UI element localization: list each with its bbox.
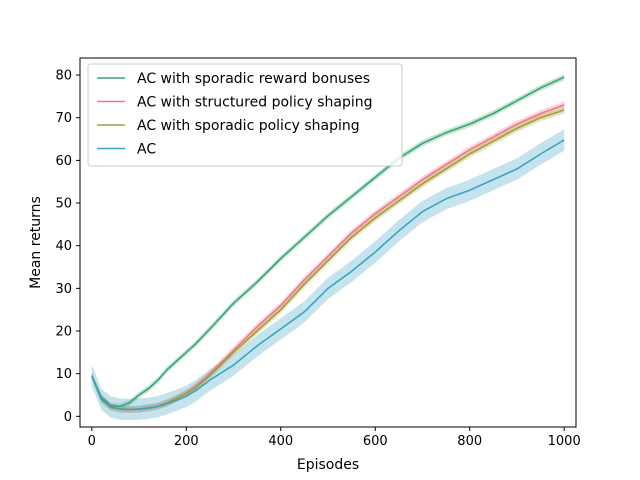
y-tick-label: 30 [55, 282, 72, 297]
legend-label-0: AC with sporadic reward bonuses [137, 71, 370, 87]
y-tick-label: 60 [55, 154, 72, 169]
x-axis-label: Episodes [297, 457, 359, 473]
y-tick-label: 10 [55, 367, 72, 382]
y-tick-label: 70 [55, 111, 72, 126]
y-axis-label: Mean returns [28, 196, 44, 289]
y-tick-label: 80 [55, 69, 72, 84]
y-tick-label: 50 [55, 197, 72, 212]
y-tick-label: 20 [55, 325, 72, 340]
legend-label-3: AC [137, 142, 156, 158]
series-lines [91, 76, 565, 411]
x-tick-label: 1000 [548, 434, 581, 449]
x-axis-ticks: 0 200 400 600 800 1000 [88, 427, 581, 449]
legend-label-1: AC with structured policy shaping [137, 95, 373, 111]
x-tick-label: 0 [88, 434, 96, 449]
legend-box [87, 63, 403, 167]
legend-label-2: AC with sporadic policy shaping [137, 118, 360, 134]
legend: AC with sporadic reward bonuses AC with s… [87, 63, 403, 167]
x-tick-label: 800 [457, 434, 482, 449]
series-0-line [91, 76, 565, 408]
series-3-band [91, 129, 565, 421]
y-axis-ticks: 0 10 20 30 40 50 60 70 80 [55, 69, 80, 425]
y-tick-label: 0 [64, 410, 72, 425]
y-tick-label: 40 [55, 239, 72, 254]
series-3-line [91, 139, 565, 411]
plot-area-frame [79, 57, 577, 428]
x-tick-label: 200 [174, 434, 199, 449]
x-tick-label: 600 [363, 434, 388, 449]
x-tick-label: 400 [268, 434, 293, 449]
